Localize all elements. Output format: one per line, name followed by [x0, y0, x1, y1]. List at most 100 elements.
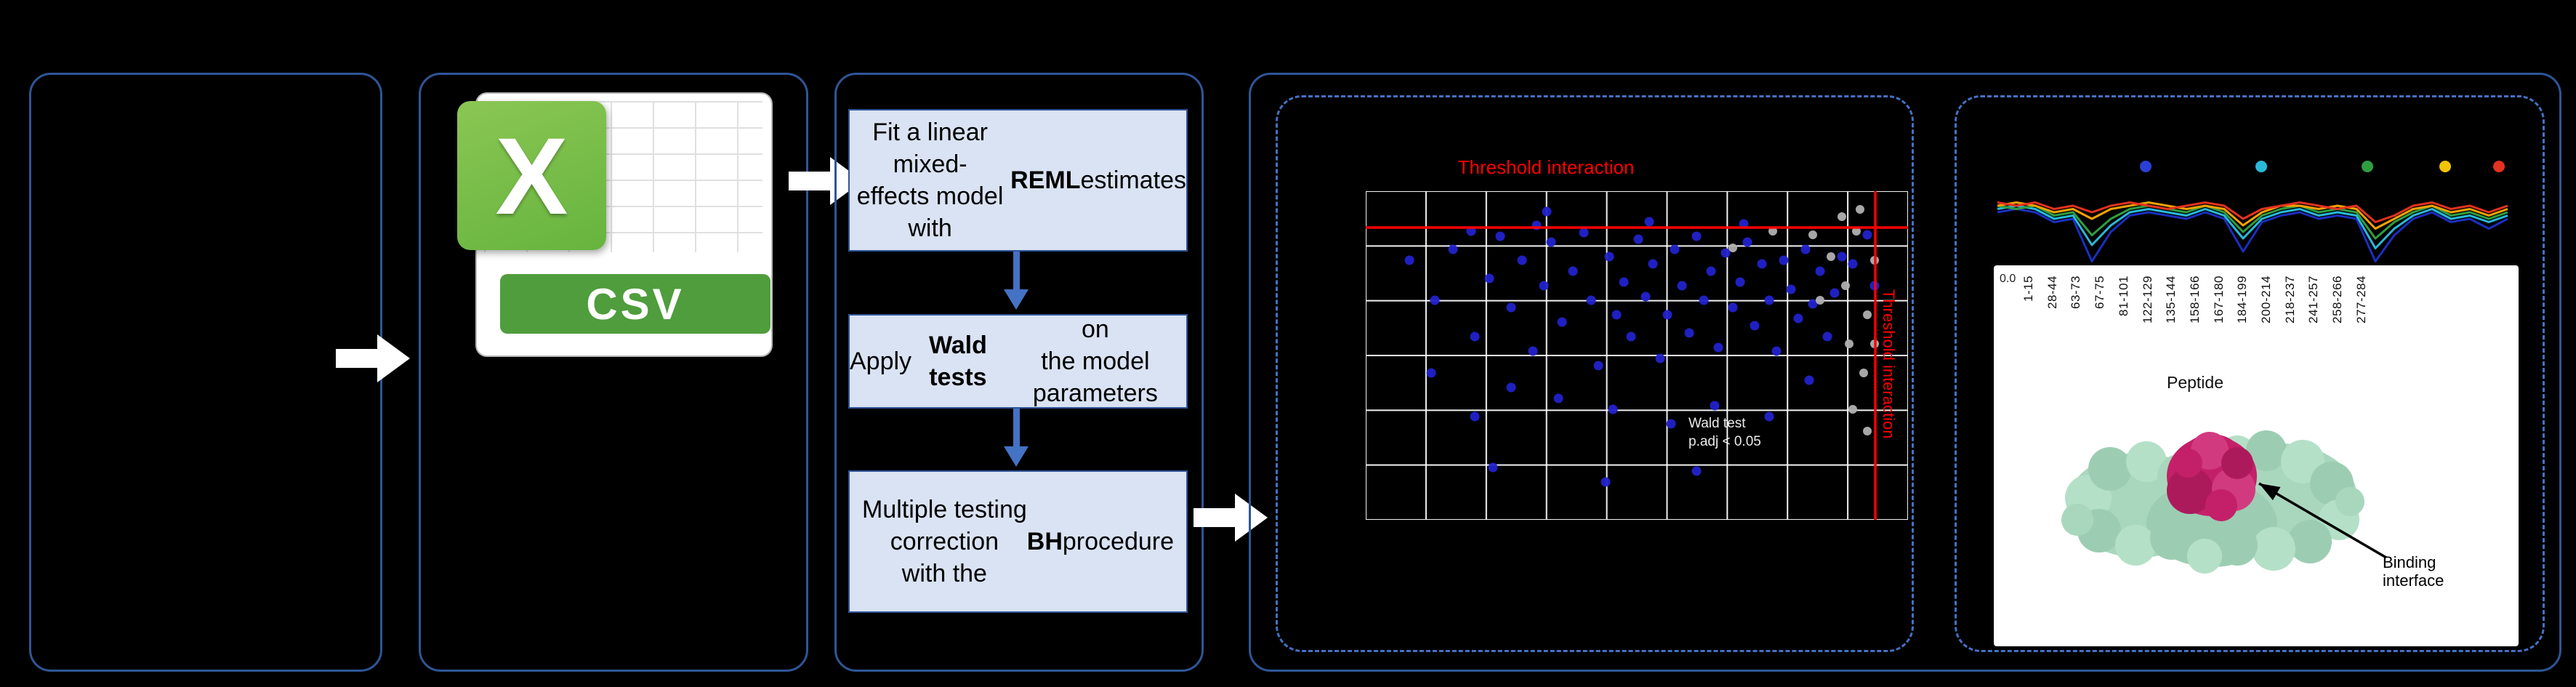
volcano-point-blue	[1699, 295, 1709, 305]
results-panel: Threshold interaction Threshold interact…	[1249, 73, 2561, 672]
volcano-point-blue	[1648, 259, 1658, 269]
volcano-point-blue	[1793, 313, 1803, 324]
uptake-dashed-box	[1955, 95, 2545, 652]
volcano-point-gray	[1856, 205, 1864, 214]
volcano-point-blue	[1539, 281, 1549, 291]
timepoint-legend-dot	[2255, 161, 2267, 172]
threshold-side-label: Threshold interaction	[1880, 289, 1898, 439]
volcano-point-blue	[1837, 252, 1847, 262]
volcano-point-blue	[1655, 353, 1665, 363]
volcano-point-blue	[1800, 244, 1811, 254]
peptide-axis-title: Peptide	[2166, 373, 2223, 392]
volcano-point-blue	[1553, 393, 1563, 403]
excel-x-letter: X	[495, 114, 568, 237]
peptide-axis-panel: 0.0 1-15 28-44 63-73 67-75 81-101 122-129 135-…	[1994, 265, 2519, 646]
volcano-point-blue	[1710, 401, 1720, 411]
volcano-point-blue	[1830, 288, 1840, 298]
volcano-point-blue	[1604, 252, 1614, 262]
volcano-point-gray	[1863, 310, 1872, 319]
ytick-label: 0.0	[2000, 273, 2016, 285]
csv-banner-label: CSV	[500, 274, 770, 334]
volcano-point-blue	[1506, 302, 1516, 313]
volcano-dashed-box	[1276, 95, 1914, 652]
timepoint-legend-dot	[2140, 161, 2152, 172]
timepoint-legend-dot	[2439, 161, 2451, 172]
volcano-point-blue	[1448, 244, 1458, 254]
volcano-point-blue	[1684, 328, 1694, 338]
peptide-tick-row: 1-15 28-44 63-73 67-75 81-101 122-129 135-144 1…	[2021, 276, 2369, 324]
volcano-point-blue	[1764, 295, 1774, 305]
uptake-line	[1997, 208, 2508, 262]
plot-annotation-line2: p.adj < 0.05	[1689, 433, 1761, 449]
volcano-point-blue	[1757, 259, 1767, 269]
volcano-point-blue	[1706, 266, 1716, 276]
peptide-tick-label: 241-257	[2306, 276, 2321, 324]
volcano-point-blue	[1691, 231, 1702, 241]
peptide-tick-label: 135-144	[2164, 276, 2178, 324]
csv-file-icon: CSV X	[457, 92, 773, 372]
volcano-point-blue	[1611, 310, 1622, 320]
peptide-tick-label: 277-284	[2354, 276, 2368, 324]
binding-interface-caption: Binding interface	[2383, 553, 2513, 590]
model-steps-panel: Fit a linear mixed- effects model with R…	[834, 73, 1204, 672]
volcano-point-blue	[1470, 332, 1480, 342]
binding-caption-line2: interface	[2383, 571, 2444, 590]
volcano-point-blue	[1713, 342, 1723, 353]
volcano-point-gray	[1768, 227, 1777, 236]
volcano-plot	[1366, 191, 1908, 520]
volcano-point-blue	[1506, 382, 1516, 393]
volcano-point-gray	[1827, 252, 1835, 261]
volcano-point-blue	[1771, 346, 1782, 356]
volcano-point-blue	[1601, 477, 1611, 487]
down-arrow-head	[1004, 446, 1029, 467]
uptake-line	[1997, 204, 2508, 240]
flow-arrow-shaft	[789, 172, 830, 190]
volcano-point-blue	[1470, 411, 1480, 422]
peptide-tick-label: 81-101	[2116, 276, 2130, 316]
volcano-point-blue	[1641, 292, 1651, 302]
binding-interface-magenta	[2167, 432, 2257, 521]
volcano-point-blue	[1568, 266, 1578, 276]
step-bh-correction: Multiple testing correction with the BH …	[848, 470, 1188, 613]
input-panel	[29, 73, 382, 672]
volcano-point-blue	[1804, 375, 1814, 385]
volcano-point-blue	[1586, 295, 1596, 305]
peptide-tick-label: 218-237	[2282, 276, 2297, 324]
volcano-point-gray	[1841, 281, 1850, 290]
volcano-point-blue	[1484, 273, 1494, 284]
volcano-point-blue	[1488, 462, 1498, 473]
step-fit-model: Fit a linear mixed- effects model with R…	[848, 109, 1188, 252]
peptide-tick-label: 200-214	[2259, 276, 2274, 324]
volcano-point-gray	[1863, 427, 1872, 435]
volcano-point-blue	[1728, 302, 1738, 313]
volcano-point-blue	[1579, 228, 1589, 238]
volcano-point-blue	[1626, 332, 1636, 342]
flow-arrow-head	[377, 334, 410, 382]
protein-surface-image	[2061, 430, 2364, 574]
step-wald-tests: Apply Wald tests on the model parameters	[848, 314, 1188, 409]
volcano-point-blue	[1815, 266, 1825, 276]
volcano-point-blue	[1822, 332, 1832, 342]
plot-annotation: Wald test p.adj < 0.05	[1689, 415, 1761, 451]
volcano-point-blue	[1546, 237, 1556, 247]
volcano-point-blue	[1528, 346, 1538, 356]
volcano-point-blue	[1557, 317, 1567, 327]
volcano-point-gray	[1728, 244, 1737, 252]
excel-x-icon: X	[457, 101, 606, 250]
peptide-tick-label: 167-180	[2211, 276, 2226, 324]
volcano-point-blue	[1517, 255, 1527, 265]
binding-caption-line1: Binding	[2383, 553, 2436, 571]
plot-annotation-line1: Wald test	[1689, 416, 1746, 431]
volcano-point-gray	[1838, 212, 1846, 221]
down-arrow-shaft	[1013, 252, 1020, 289]
volcano-point-blue	[1691, 466, 1702, 476]
volcano-point-gray	[1816, 296, 1824, 305]
volcano-point-blue	[1430, 295, 1440, 305]
volcano-point-blue	[1404, 255, 1414, 265]
volcano-point-blue	[1608, 404, 1618, 414]
flow-arrow-shaft	[336, 349, 377, 368]
volcano-point-blue	[1808, 299, 1818, 309]
peptide-tick-label: 67-75	[2093, 276, 2107, 309]
flow-arrow-head	[1235, 494, 1268, 542]
